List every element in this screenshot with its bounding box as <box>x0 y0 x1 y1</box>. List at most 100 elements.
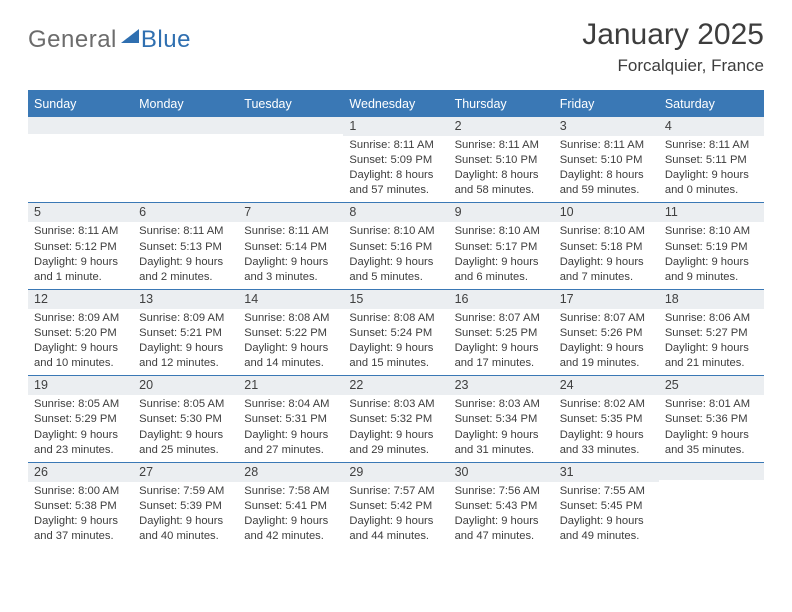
day-number: 23 <box>449 376 554 395</box>
detail-line: Sunrise: 8:03 AM <box>349 397 442 412</box>
day-number: 20 <box>133 376 238 395</box>
day-number: 14 <box>238 290 343 309</box>
day-cell: 16Sunrise: 8:07 AMSunset: 5:25 PMDayligh… <box>449 290 554 375</box>
logo-text-blue: Blue <box>141 26 191 54</box>
day-details <box>28 134 133 140</box>
detail-line: Sunrise: 8:10 AM <box>349 224 442 239</box>
detail-line: Daylight: 9 hours <box>139 341 232 356</box>
day-cell: 20 Sunrise: 8:05 AMSunset: 5:30 PMDayligh… <box>133 376 238 461</box>
detail-line: Sunset: 5:45 PM <box>560 499 653 514</box>
detail-line: Sunset: 5:35 PM <box>560 412 653 427</box>
detail-line: and 29 minutes. <box>349 443 442 458</box>
detail-line: and 14 minutes. <box>244 356 337 371</box>
day-cell: 1Sunrise: 8:11 AMSunset: 5:09 PMDaylight… <box>343 117 448 202</box>
detail-line: Sunrise: 7:56 AM <box>455 484 548 499</box>
day-details <box>659 480 764 486</box>
detail-line: Daylight: 9 hours <box>349 428 442 443</box>
detail-line: Daylight: 9 hours <box>34 255 127 270</box>
day-details: Sunrise: 8:11 AMSunset: 5:12 PMDaylight:… <box>28 222 133 288</box>
detail-line: Sunset: 5:22 PM <box>244 326 337 341</box>
detail-line: Sunset: 5:26 PM <box>560 326 653 341</box>
day-details: Sunrise: 8:10 AMSunset: 5:17 PMDaylight:… <box>449 222 554 288</box>
detail-line: Sunset: 5:41 PM <box>244 499 337 514</box>
day-number <box>238 117 343 134</box>
detail-line: Daylight: 9 hours <box>665 428 758 443</box>
day-details: Sunrise: 8:07 AMSunset: 5:25 PMDaylight:… <box>449 309 554 375</box>
detail-line: and 27 minutes. <box>244 443 337 458</box>
detail-line: Sunset: 5:29 PM <box>34 412 127 427</box>
day-cell <box>133 117 238 202</box>
day-cell: 31Sunrise: 7:55 AMSunset: 5:45 PMDayligh… <box>554 463 659 548</box>
detail-line: Daylight: 9 hours <box>455 428 548 443</box>
detail-line: and 49 minutes. <box>560 529 653 544</box>
day-details: Sunrise: 8:05 AMSunset: 5:29 PMDaylight:… <box>28 395 133 461</box>
detail-line: and 25 minutes. <box>139 443 232 458</box>
day-number <box>659 463 764 480</box>
detail-line: Sunset: 5:27 PM <box>665 326 758 341</box>
logo: General Blue <box>28 18 191 54</box>
day-cell: 8Sunrise: 8:10 AMSunset: 5:16 PMDaylight… <box>343 203 448 288</box>
detail-line: Sunset: 5:39 PM <box>139 499 232 514</box>
calendar-page: General Blue January 2025 Forcalquier, F… <box>0 0 792 548</box>
detail-line: Sunrise: 8:09 AM <box>139 311 232 326</box>
detail-line: Daylight: 9 hours <box>349 341 442 356</box>
detail-line: Daylight: 9 hours <box>139 428 232 443</box>
detail-line: Sunrise: 8:11 AM <box>349 138 442 153</box>
day-cell <box>28 117 133 202</box>
detail-line: Daylight: 9 hours <box>665 341 758 356</box>
detail-line: Sunset: 5:21 PM <box>139 326 232 341</box>
detail-line: Sunset: 5:13 PM <box>139 240 232 255</box>
detail-line: and 9 minutes. <box>665 270 758 285</box>
detail-line: Sunrise: 8:05 AM <box>139 397 232 412</box>
detail-line: and 5 minutes. <box>349 270 442 285</box>
day-details: Sunrise: 8:11 AMSunset: 5:10 PMDaylight:… <box>554 136 659 202</box>
week-row: 5Sunrise: 8:11 AMSunset: 5:12 PMDaylight… <box>28 202 764 288</box>
day-cell: 24Sunrise: 8:02 AMSunset: 5:35 PMDayligh… <box>554 376 659 461</box>
detail-line: and 21 minutes. <box>665 356 758 371</box>
title-block: January 2025 Forcalquier, France <box>582 18 764 76</box>
day-number: 15 <box>343 290 448 309</box>
day-details: Sunrise: 8:11 AMSunset: 5:14 PMDaylight:… <box>238 222 343 288</box>
detail-line: Sunset: 5:34 PM <box>455 412 548 427</box>
detail-line: Sunset: 5:17 PM <box>455 240 548 255</box>
day-details: Sunrise: 8:10 AMSunset: 5:16 PMDaylight:… <box>343 222 448 288</box>
dayname-thursday: Thursday <box>449 92 554 117</box>
detail-line: and 42 minutes. <box>244 529 337 544</box>
detail-line: Sunrise: 8:11 AM <box>244 224 337 239</box>
day-cell: 4Sunrise: 8:11 AMSunset: 5:11 PMDaylight… <box>659 117 764 202</box>
detail-line: Sunset: 5:20 PM <box>34 326 127 341</box>
day-cell: 23 Sunrise: 8:03 AMSunset: 5:34 PMDayligh… <box>449 376 554 461</box>
day-cell: 9Sunrise: 8:10 AMSunset: 5:17 PMDaylight… <box>449 203 554 288</box>
detail-line: Daylight: 9 hours <box>34 341 127 356</box>
detail-line: Daylight: 9 hours <box>665 168 758 183</box>
day-details: Sunrise: 7:59 AMSunset: 5:39 PMDaylight:… <box>133 482 238 548</box>
detail-line: Sunset: 5:36 PM <box>665 412 758 427</box>
detail-line: Sunset: 5:09 PM <box>349 153 442 168</box>
detail-line: and 12 minutes. <box>139 356 232 371</box>
detail-line: and 58 minutes. <box>455 183 548 198</box>
day-details: Sunrise: 7:56 AMSunset: 5:43 PMDaylight:… <box>449 482 554 548</box>
day-number: 27 <box>133 463 238 482</box>
day-details: Sunrise: 8:01 AMSunset: 5:36 PMDaylight:… <box>659 395 764 461</box>
detail-line: Sunset: 5:11 PM <box>665 153 758 168</box>
day-cell: 13Sunrise: 8:09 AMSunset: 5:21 PMDayligh… <box>133 290 238 375</box>
day-number: 21 <box>238 376 343 395</box>
detail-line: Sunset: 5:18 PM <box>560 240 653 255</box>
detail-line: Sunrise: 8:03 AM <box>455 397 548 412</box>
day-cell: 14Sunrise: 8:08 AMSunset: 5:22 PMDayligh… <box>238 290 343 375</box>
day-cell: 22Sunrise: 8:03 AMSunset: 5:32 PMDayligh… <box>343 376 448 461</box>
detail-line: Daylight: 9 hours <box>139 255 232 270</box>
day-number: 25 <box>659 376 764 395</box>
page-header: General Blue January 2025 Forcalquier, F… <box>28 18 764 76</box>
detail-line: Sunrise: 8:11 AM <box>665 138 758 153</box>
day-number: 12 <box>28 290 133 309</box>
week-row: 12Sunrise: 8:09 AMSunset: 5:20 PMDayligh… <box>28 289 764 375</box>
week-row: 1Sunrise: 8:11 AMSunset: 5:09 PMDaylight… <box>28 117 764 202</box>
day-cell: 11Sunrise: 8:10 AMSunset: 5:19 PMDayligh… <box>659 203 764 288</box>
detail-line: and 0 minutes. <box>665 183 758 198</box>
day-number: 6 <box>133 203 238 222</box>
day-details: Sunrise: 8:07 AMSunset: 5:26 PMDaylight:… <box>554 309 659 375</box>
logo-triangle-icon <box>121 29 139 43</box>
day-cell: 21Sunrise: 8:04 AMSunset: 5:31 PMDayligh… <box>238 376 343 461</box>
detail-line: Sunset: 5:30 PM <box>139 412 232 427</box>
